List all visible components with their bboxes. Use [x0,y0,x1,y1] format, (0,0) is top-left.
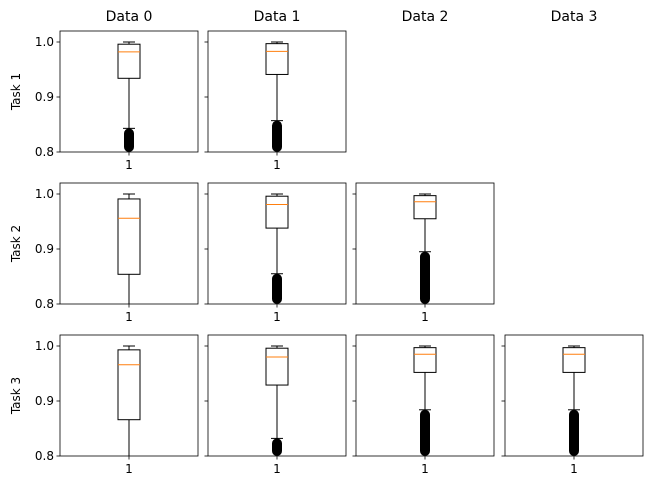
iqr-box [265,195,289,229]
panel-2-1: 1 [204,334,347,476]
column-title: Data 3 [551,9,598,25]
panel-0-0: 0.8 0.9 1.0 1 [35,30,199,172]
panel-0-1: 1 [204,30,347,172]
panel-2-2: 1 [352,334,495,476]
x-tick-label: 1 [570,462,578,476]
y-tick-label: 0.9 [35,394,54,408]
flier-points [569,409,579,456]
column-title: Data 2 [402,9,449,25]
panel-1-1: 1 [204,182,347,324]
y-tick-label: 1.0 [35,187,54,201]
iqr-box [265,347,289,386]
y-tick-label: 0.8 [35,449,54,463]
row-label: Task 2 [9,225,23,263]
panel-1-0: 0.8 0.9 1.0 1 [35,182,199,324]
x-tick-label: 1 [421,310,429,324]
row-label: Task 3 [9,377,23,415]
row-label: Task 1 [9,73,23,111]
y-tick-label: 1.0 [35,339,54,353]
x-tick-label: 1 [421,462,429,476]
x-tick-label: 1 [125,310,133,324]
y-tick-label: 0.8 [35,297,54,311]
y-tick-label: 1.0 [35,35,54,49]
iqr-box [413,195,437,220]
flier-points [272,438,282,456]
iqr-box [117,43,141,79]
iqr-box [562,347,586,373]
iqr-box [117,349,141,421]
panel-2-3: 1 [501,334,644,476]
iqr-box [265,43,289,75]
column-title: Data 0 [106,9,153,25]
flier-points [272,273,282,304]
y-tick-label: 0.8 [35,145,54,159]
flier-points [420,251,430,304]
y-tick-label: 0.9 [35,90,54,104]
flier-points [272,120,282,152]
x-tick-label: 1 [273,310,281,324]
flier-points [420,409,430,456]
x-tick-label: 1 [125,462,133,476]
x-tick-label: 1 [273,158,281,172]
y-tick-label: 0.9 [35,242,54,256]
iqr-box [413,347,437,373]
x-tick-label: 1 [273,462,281,476]
flier-points [124,128,134,152]
x-tick-label: 1 [125,158,133,172]
panel-1-2: 1 [352,182,495,324]
iqr-box [117,198,141,275]
panel-2-0: 0.8 0.9 1.0 1 [35,334,199,476]
column-title: Data 1 [254,9,301,25]
